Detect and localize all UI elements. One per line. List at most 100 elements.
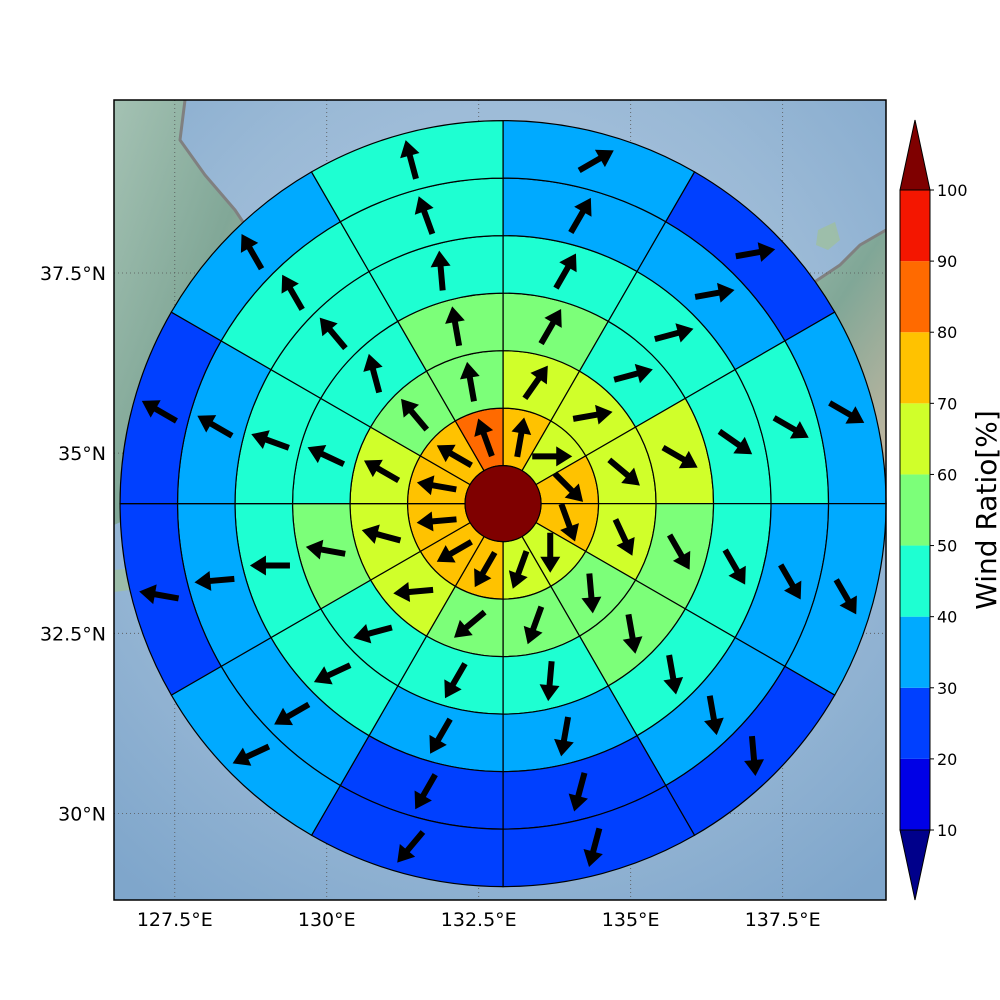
wind-arrow xyxy=(581,573,602,614)
wind-arrow xyxy=(694,282,735,303)
wind-arrow xyxy=(744,735,765,777)
wind-arrow xyxy=(274,701,311,726)
wind-arrow xyxy=(554,716,574,757)
colorbar-segment xyxy=(900,190,930,262)
wind-arrow xyxy=(397,830,426,863)
wind-arrow xyxy=(305,539,346,560)
lat-tick-label: 32.5°N xyxy=(40,623,106,645)
wind-arrow xyxy=(613,363,653,384)
colorbar: 10 20 30 40 50 60 70 80 90 100 Wind Ratio[%] xyxy=(899,119,1000,901)
wind-arrow xyxy=(539,660,560,702)
wind-arrow xyxy=(654,323,694,343)
wind-arrow xyxy=(445,306,465,347)
wind-arrow xyxy=(474,550,498,588)
colorbar-segment xyxy=(900,261,930,333)
wind-arrow xyxy=(416,475,457,496)
wind-arrow xyxy=(139,584,180,605)
wind-arrow xyxy=(141,400,178,424)
wind-arrow xyxy=(249,555,290,576)
colorbar-tick-label: 90 xyxy=(937,252,957,271)
colorbar-tick-label: 20 xyxy=(937,750,957,769)
wind-arrow xyxy=(663,654,684,695)
wind-arrow xyxy=(538,308,562,346)
wind-arrow xyxy=(232,743,271,766)
lon-tick-label: 127.5°E xyxy=(137,909,213,931)
wind-arrow xyxy=(401,398,430,432)
wind-arrow xyxy=(558,502,579,542)
colorbar-tick-label: 30 xyxy=(937,679,957,698)
wind-arrow xyxy=(612,518,635,556)
colorbar-segment xyxy=(900,687,930,759)
wind-arrow xyxy=(522,365,548,401)
wind-arrow xyxy=(307,444,346,467)
colorbar-tick-label: 40 xyxy=(937,608,957,627)
wind-rose xyxy=(119,120,887,888)
wind-arrow xyxy=(508,550,530,589)
wind-arrow xyxy=(436,444,473,469)
ring-6 xyxy=(119,120,887,888)
wind-arrow xyxy=(240,234,265,271)
wind-arrow xyxy=(353,624,393,644)
wind-arrow xyxy=(251,430,290,451)
wind-arrow xyxy=(363,459,401,484)
lat-tick-label: 37.5°N xyxy=(40,263,106,285)
wind-arrow xyxy=(393,582,434,602)
map-area xyxy=(113,99,887,901)
wind-arrow xyxy=(572,404,613,425)
wind-arrow xyxy=(416,511,457,532)
wind-arrow xyxy=(735,242,776,262)
wind-arrow xyxy=(552,471,584,502)
wind-arrow xyxy=(568,772,588,812)
colorbar-tick-label: 10 xyxy=(937,821,957,840)
map-frame xyxy=(113,99,887,901)
wind-arrow xyxy=(540,532,561,573)
wind-arrow xyxy=(577,149,614,174)
wind-arrow xyxy=(607,457,640,486)
wind-arrow xyxy=(523,605,545,645)
wind-arrow xyxy=(319,317,348,351)
lon-tick-label: 137.5°E xyxy=(745,909,821,931)
lat-tick-label: 30°N xyxy=(58,804,106,826)
map-axis-ticks: 127.5°E 130°E 132.5°E 135°E 137.5°E 37.5°N 35°… xyxy=(40,263,821,931)
wind-arrow xyxy=(622,613,643,654)
wind-arrow xyxy=(704,695,724,736)
wind-arrow xyxy=(459,361,480,402)
colorbar-segment xyxy=(900,403,930,475)
wind-arrow xyxy=(661,444,698,469)
ring-2 xyxy=(349,350,657,658)
wind-arrow xyxy=(363,353,383,394)
colorbar-segment xyxy=(900,758,930,830)
lon-tick-label: 135°E xyxy=(602,909,660,931)
wind-arrow xyxy=(361,524,402,544)
wind-arrow xyxy=(414,773,438,810)
rose-sector xyxy=(310,120,504,223)
wind-arrow xyxy=(454,609,487,638)
wind-arrow xyxy=(281,274,305,311)
colorbar-label: Wind Ratio[%] xyxy=(970,410,1000,610)
wind-arrow xyxy=(583,827,603,868)
colorbar-tick-label: 70 xyxy=(937,394,957,413)
wind-arrow xyxy=(194,570,235,591)
wind-arrow xyxy=(474,418,495,458)
colorbar-tick-label: 50 xyxy=(937,537,957,556)
wind-arrow xyxy=(772,415,809,439)
wind-arrow xyxy=(833,578,857,615)
wind-arrow xyxy=(436,539,473,563)
wind-arrow xyxy=(568,197,592,235)
colorbar-segment xyxy=(900,332,930,404)
wind-arrow xyxy=(717,428,753,455)
lat-tick-label: 35°N xyxy=(58,443,106,465)
lon-tick-label: 130°E xyxy=(298,909,356,931)
colorbar-segment xyxy=(900,616,930,688)
wind-arrow xyxy=(429,717,453,754)
oki-island xyxy=(816,222,840,250)
ring-4 xyxy=(234,235,772,773)
wind-arrow xyxy=(400,140,420,180)
colorbar-segment xyxy=(900,474,930,546)
wind-arrow xyxy=(197,415,234,439)
wind-arrow xyxy=(828,400,865,424)
lon-tick-label: 132.5°E xyxy=(441,909,517,931)
colorbar-outline xyxy=(899,189,931,831)
ring-1 xyxy=(406,407,600,600)
